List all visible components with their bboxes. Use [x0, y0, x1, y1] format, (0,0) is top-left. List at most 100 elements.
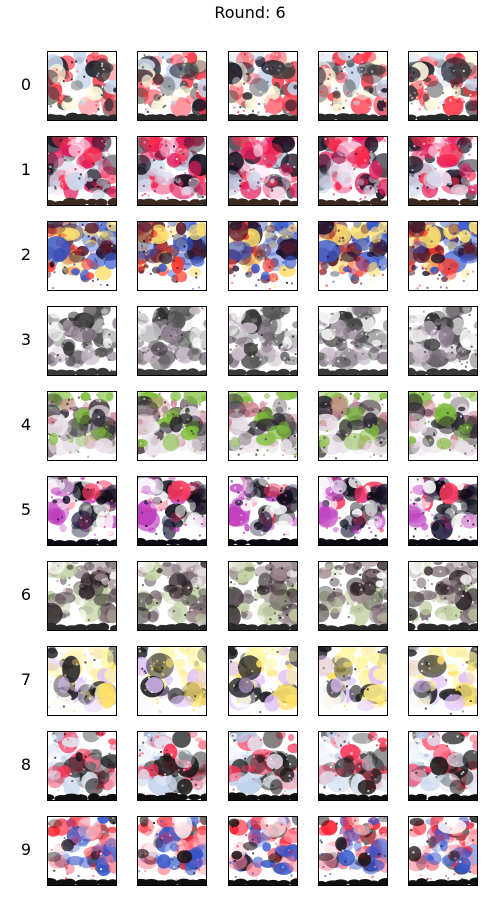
row-label: 4: [14, 415, 38, 435]
sample-image-pixels: [48, 647, 116, 715]
sample-image-pixels: [229, 392, 297, 460]
sample-image-pixels: [409, 137, 477, 205]
sample-image: [228, 731, 298, 801]
sample-image: [47, 136, 117, 206]
sample-image-pixels: [138, 732, 206, 800]
sample-image-pixels: [319, 52, 387, 120]
sample-image: [47, 221, 117, 291]
sample-image-pixels: [319, 307, 387, 375]
sample-image: [408, 561, 478, 631]
sample-image: [408, 136, 478, 206]
sample-image: [318, 731, 388, 801]
sample-image: [228, 646, 298, 716]
sample-image: [408, 391, 478, 461]
sample-image: [47, 306, 117, 376]
sample-image: [47, 646, 117, 716]
sample-image-pixels: [229, 52, 297, 120]
sample-image: [318, 476, 388, 546]
sample-image-pixels: [319, 392, 387, 460]
sample-image-pixels: [229, 222, 297, 290]
sample-image-pixels: [229, 817, 297, 885]
sample-image: [47, 51, 117, 121]
sample-image: [228, 221, 298, 291]
sample-image: [318, 561, 388, 631]
row-label: 3: [14, 330, 38, 350]
sample-image-pixels: [138, 477, 206, 545]
sample-image: [137, 306, 207, 376]
sample-image-pixels: [319, 732, 387, 800]
sample-image-pixels: [48, 52, 116, 120]
sample-image-pixels: [409, 647, 477, 715]
sample-image: [318, 221, 388, 291]
sample-image-pixels: [138, 307, 206, 375]
sample-image-pixels: [409, 732, 477, 800]
sample-image: [47, 391, 117, 461]
sample-image-pixels: [138, 647, 206, 715]
sample-image-pixels: [409, 562, 477, 630]
sample-image: [137, 561, 207, 631]
sample-image: [318, 136, 388, 206]
sample-image-pixels: [229, 562, 297, 630]
sample-image: [137, 476, 207, 546]
sample-image: [47, 476, 117, 546]
sample-image: [228, 306, 298, 376]
sample-image-pixels: [409, 477, 477, 545]
sample-image: [228, 391, 298, 461]
sample-image-pixels: [138, 392, 206, 460]
sample-image-pixels: [409, 222, 477, 290]
row-label: 8: [14, 755, 38, 775]
sample-image-pixels: [48, 307, 116, 375]
sample-image-pixels: [48, 562, 116, 630]
sample-image-pixels: [319, 477, 387, 545]
sample-image: [137, 51, 207, 121]
row-label: 5: [14, 500, 38, 520]
sample-image: [137, 731, 207, 801]
sample-image-pixels: [48, 222, 116, 290]
sample-image: [47, 731, 117, 801]
sample-image: [47, 561, 117, 631]
sample-image-pixels: [48, 817, 116, 885]
sample-image: [318, 306, 388, 376]
sample-image: [408, 816, 478, 886]
sample-image-pixels: [229, 477, 297, 545]
sample-image-pixels: [319, 137, 387, 205]
sample-image-pixels: [319, 222, 387, 290]
sample-image: [318, 646, 388, 716]
sample-image-pixels: [48, 137, 116, 205]
row-label: 6: [14, 585, 38, 605]
sample-image: [318, 391, 388, 461]
sample-image: [228, 561, 298, 631]
sample-image: [228, 816, 298, 886]
row-label: 7: [14, 670, 38, 690]
sample-image-pixels: [138, 562, 206, 630]
sample-image: [228, 51, 298, 121]
sample-image-pixels: [48, 732, 116, 800]
sample-image: [137, 221, 207, 291]
sample-image-pixels: [409, 817, 477, 885]
sample-image: [137, 136, 207, 206]
row-label: 0: [14, 75, 38, 95]
sample-image-pixels: [229, 647, 297, 715]
sample-image-pixels: [48, 477, 116, 545]
sample-image-pixels: [48, 392, 116, 460]
sample-image-pixels: [138, 817, 206, 885]
sample-image-pixels: [138, 222, 206, 290]
sample-image-pixels: [138, 137, 206, 205]
row-label: 1: [14, 160, 38, 180]
sample-image: [408, 306, 478, 376]
sample-image: [318, 816, 388, 886]
sample-image: [318, 51, 388, 121]
sample-image: [408, 476, 478, 546]
sample-image-pixels: [319, 562, 387, 630]
sample-image-pixels: [138, 52, 206, 120]
sample-image: [137, 816, 207, 886]
sample-image: [137, 646, 207, 716]
sample-image: [408, 51, 478, 121]
sample-image: [137, 391, 207, 461]
sample-image-pixels: [409, 52, 477, 120]
sample-image: [228, 136, 298, 206]
sample-image-pixels: [319, 817, 387, 885]
sample-image-pixels: [409, 307, 477, 375]
sample-image: [408, 731, 478, 801]
